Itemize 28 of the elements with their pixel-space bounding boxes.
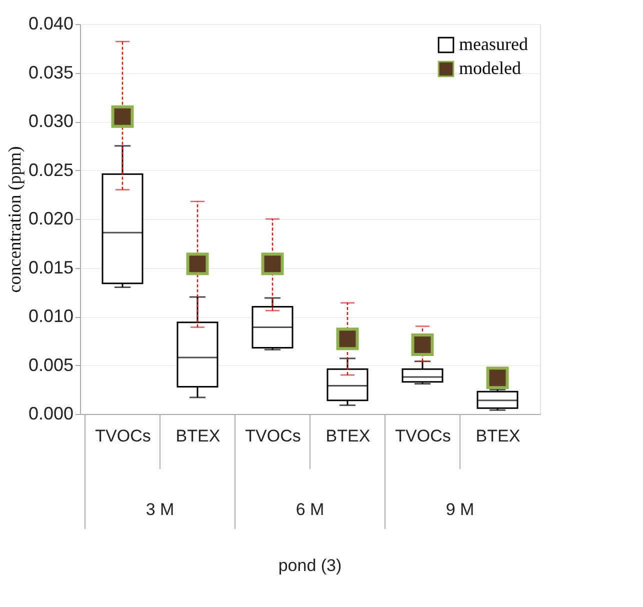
point	[111, 105, 134, 128]
y-tick-label: 0.005	[28, 354, 74, 375]
text: 3 M	[146, 500, 174, 519]
point	[261, 252, 284, 276]
x-tick-label: TVOCs	[245, 426, 301, 446]
text: pond (3)	[278, 556, 342, 575]
x-tick-label: TVOCs	[95, 426, 151, 446]
legend-label: measured	[459, 34, 528, 54]
x-tick-label: TVOCs	[395, 426, 451, 446]
y-axis-title: concentration (ppm)	[4, 146, 24, 293]
text: 6 M	[296, 500, 324, 519]
legend-label: modeled	[459, 58, 521, 78]
y-tick-label: 0.030	[28, 111, 74, 131]
y-tick-label: 0.020	[28, 208, 74, 228]
x-tick-label: BTEX	[176, 426, 220, 446]
y-tick-label: 0.025	[28, 160, 74, 180]
y-tick-label: 0.035	[28, 62, 74, 82]
x-tick-label: BTEX	[476, 426, 520, 446]
point	[486, 366, 509, 390]
text: 9 M	[446, 500, 474, 519]
point	[336, 328, 359, 350]
x-tick-label: BTEX	[326, 426, 370, 446]
point	[186, 252, 209, 276]
point	[411, 334, 434, 356]
y-tick-label: 0.040	[28, 14, 74, 34]
y-tick-label: 0.010	[28, 306, 74, 326]
y-tick-label: 0.000	[28, 404, 74, 424]
y-tick-label: 0.015	[28, 257, 74, 278]
